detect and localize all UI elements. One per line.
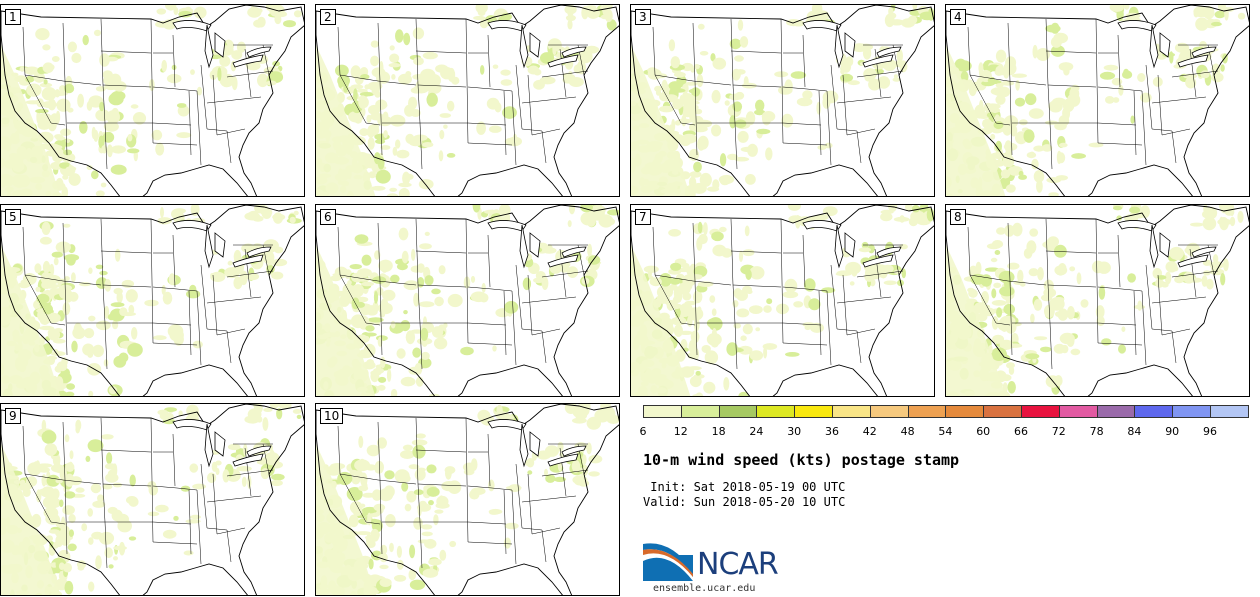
legend-tick-label: 90 (1165, 425, 1180, 438)
plot-title: 10-m wind speed (kts) postage stamp (643, 451, 960, 469)
init-time: Init: Sat 2018-05-19 00 UTC (643, 480, 846, 494)
map-panel-5: 5 (0, 204, 305, 397)
map-panel-6: 6 (315, 204, 620, 397)
ncar-logo-icon (643, 543, 693, 581)
member-label: 6 (320, 209, 336, 225)
map-panel-3: 3 (630, 4, 935, 197)
legend-tick-label: 48 (900, 425, 915, 438)
legend-swatch (945, 405, 985, 418)
legend-swatch (1096, 405, 1136, 418)
legend-swatch (1172, 405, 1211, 418)
legend-tick-label: 84 (1127, 425, 1142, 438)
legend-tick-label: 96 (1203, 425, 1217, 438)
member-label: 5 (5, 209, 21, 225)
legend-swatch (680, 405, 720, 418)
legend-swatch (1021, 405, 1060, 418)
legend-tick-label: 42 (862, 425, 877, 438)
map-panel-4: 4 (945, 4, 1250, 197)
legend-tick-label: 72 (1051, 425, 1066, 438)
map-panel-10: 10 (315, 403, 620, 596)
legend-swatch (1058, 405, 1098, 418)
us-map-icon (1, 205, 304, 396)
map-panel-7: 7 (630, 204, 935, 397)
legend-swatch (1134, 405, 1174, 418)
map-panel-9: 9 (0, 403, 305, 596)
ncar-logo-text: NCAR (697, 547, 779, 582)
legend-tick-label: 24 (749, 425, 764, 438)
us-map-icon (316, 404, 619, 595)
us-map-icon (946, 205, 1249, 396)
map-panel-1: 1 (0, 4, 305, 197)
legend-tick-label: 54 (938, 425, 953, 438)
member-label: 2 (320, 9, 336, 25)
legend-swatch (794, 405, 833, 418)
member-label: 1 (5, 9, 21, 25)
us-map-icon (631, 205, 934, 396)
legend-swatch (907, 405, 947, 418)
legend-swatch (832, 405, 871, 418)
legend-swatch (983, 405, 1022, 418)
legend-tick-label: 30 (787, 425, 802, 438)
legend-tick-label: 60 (976, 425, 991, 438)
legend-swatch (869, 405, 909, 418)
legend-tick-label: 66 (1014, 425, 1028, 438)
legend-tick-label: 36 (825, 425, 839, 438)
legend-tick-label: 18 (711, 425, 726, 438)
us-map-icon (316, 5, 619, 196)
us-map-icon (1, 404, 304, 595)
valid-time: Valid: Sun 2018-05-20 10 UTC (643, 495, 846, 509)
legend-swatch (1210, 405, 1249, 418)
legend-swatch (643, 405, 682, 418)
legend-swatch (756, 405, 796, 418)
legend-tick-label: 6 (639, 425, 647, 438)
map-panel-8: 8 (945, 204, 1250, 397)
us-map-icon (1, 5, 304, 196)
legend-tick-label: 12 (673, 425, 688, 438)
member-label: 8 (950, 209, 966, 225)
us-map-icon (946, 5, 1249, 196)
website-url: ensemble.ucar.edu (653, 583, 756, 594)
us-map-icon (631, 5, 934, 196)
member-label: 3 (635, 9, 651, 25)
us-map-icon (316, 205, 619, 396)
legend-tick-label: 78 (1089, 425, 1104, 438)
member-label: 4 (950, 9, 966, 25)
legend-swatch (718, 405, 758, 418)
map-panel-2: 2 (315, 4, 620, 197)
member-label: 9 (5, 408, 21, 424)
member-label: 7 (635, 209, 651, 225)
member-label: 10 (320, 408, 344, 424)
